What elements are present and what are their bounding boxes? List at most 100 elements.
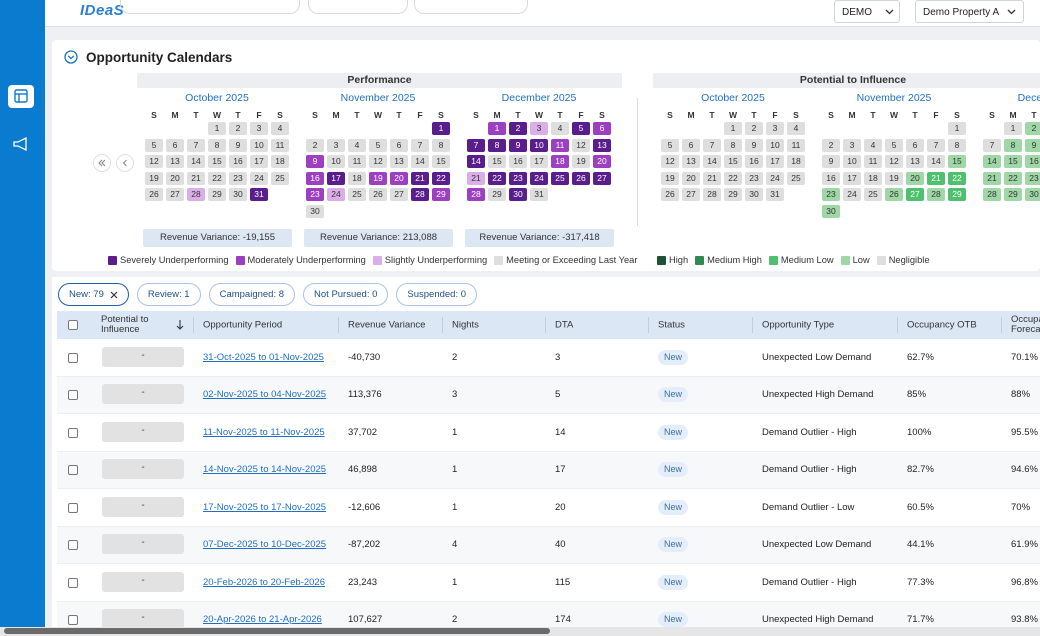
day-cell[interactable]: 1 <box>1004 122 1022 135</box>
day-cell[interactable]: 17 <box>250 155 268 169</box>
property-select[interactable]: Demo Property A <box>915 0 1024 23</box>
day-cell[interactable]: 13 <box>166 155 184 169</box>
day-cell[interactable]: 26 <box>145 188 163 202</box>
day-cell[interactable]: 3 <box>327 138 345 152</box>
day-cell[interactable]: 16 <box>1025 155 1040 169</box>
day-cell[interactable]: 28 <box>703 188 721 202</box>
day-cell[interactable]: 3 <box>250 122 268 135</box>
checkbox[interactable] <box>68 615 78 625</box>
column-header[interactable]: Occupancy OTB <box>907 319 977 331</box>
day-cell[interactable]: 21 <box>703 171 721 185</box>
day-cell[interactable]: 24 <box>250 171 268 185</box>
day-cell[interactable]: 13 <box>906 155 924 169</box>
day-cell[interactable]: 12 <box>885 155 903 169</box>
day-cell[interactable]: 9 <box>306 155 324 169</box>
day-cell[interactable]: 13 <box>390 155 408 169</box>
day-cell[interactable]: 29 <box>432 188 450 202</box>
day-cell[interactable]: 30 <box>306 205 324 218</box>
day-cell[interactable]: 17 <box>843 171 861 185</box>
day-cell[interactable]: 21 <box>187 171 205 185</box>
day-cell[interactable]: 26 <box>572 171 590 185</box>
checkbox[interactable] <box>68 320 78 330</box>
day-cell[interactable]: 23 <box>1025 171 1040 185</box>
day-cell[interactable]: 16 <box>306 171 324 185</box>
day-cell[interactable]: 15 <box>208 155 226 169</box>
checkbox[interactable] <box>68 502 78 513</box>
day-cell[interactable]: 7 <box>703 138 721 152</box>
day-cell[interactable]: 26 <box>885 188 903 202</box>
period-link[interactable]: 20-Feb-2026 to 20-Feb-2026 <box>203 576 325 588</box>
day-cell[interactable]: 7 <box>467 138 485 152</box>
day-cell[interactable]: 28 <box>411 188 429 202</box>
day-cell[interactable]: 9 <box>509 138 527 152</box>
day-cell[interactable]: 16 <box>822 171 840 185</box>
day-cell[interactable]: 12 <box>369 155 387 169</box>
day-cell[interactable]: 29 <box>724 188 742 202</box>
day-cell[interactable]: 10 <box>327 155 345 169</box>
day-cell[interactable]: 31 <box>766 188 784 202</box>
day-cell[interactable]: 16 <box>745 155 763 169</box>
day-cell[interactable]: 29 <box>948 188 966 202</box>
day-cell[interactable]: 19 <box>572 155 590 169</box>
day-cell[interactable]: 10 <box>530 138 548 152</box>
day-cell[interactable]: 13 <box>593 138 611 152</box>
day-cell[interactable]: 4 <box>787 122 805 135</box>
day-cell[interactable]: 11 <box>551 138 569 152</box>
day-cell[interactable]: 22 <box>948 171 966 185</box>
day-cell[interactable]: 29 <box>1004 188 1022 202</box>
day-cell[interactable]: 5 <box>145 138 163 152</box>
day-cell[interactable]: 18 <box>551 155 569 169</box>
day-cell[interactable]: 10 <box>843 155 861 169</box>
filter-chip[interactable]: New: 79 <box>58 283 129 306</box>
day-cell[interactable]: 2 <box>509 122 527 135</box>
day-cell[interactable]: 1 <box>724 122 742 135</box>
day-cell[interactable]: 24 <box>327 188 345 202</box>
day-cell[interactable]: 17 <box>530 155 548 169</box>
day-cell[interactable]: 28 <box>467 188 485 202</box>
day-cell[interactable]: 8 <box>948 138 966 152</box>
nav-prev[interactable] <box>116 154 134 172</box>
day-cell[interactable]: 17 <box>327 171 345 185</box>
day-cell[interactable]: 20 <box>593 155 611 169</box>
day-cell[interactable]: 28 <box>927 188 945 202</box>
column-header[interactable]: Nights <box>452 319 479 331</box>
day-cell[interactable]: 23 <box>745 171 763 185</box>
day-cell[interactable]: 16 <box>509 155 527 169</box>
filter-chip[interactable]: Campaigned: 8 <box>208 283 296 306</box>
day-cell[interactable]: 7 <box>983 138 1001 152</box>
column-header[interactable]: Occupancy Forecast <box>1011 314 1040 335</box>
day-cell[interactable]: 21 <box>411 171 429 185</box>
day-cell[interactable]: 6 <box>593 122 611 135</box>
day-cell[interactable]: 25 <box>864 188 882 202</box>
day-cell[interactable]: 1 <box>948 122 966 135</box>
day-cell[interactable]: 2 <box>822 138 840 152</box>
filter-chip[interactable]: Suspended: 0 <box>396 283 478 306</box>
day-cell[interactable]: 25 <box>348 188 366 202</box>
day-cell[interactable]: 27 <box>593 171 611 185</box>
day-cell[interactable]: 12 <box>145 155 163 169</box>
day-cell[interactable]: 14 <box>703 155 721 169</box>
day-cell[interactable]: 15 <box>948 155 966 169</box>
scrollbar-thumb[interactable] <box>4 628 550 634</box>
checkbox[interactable] <box>68 390 78 400</box>
day-cell[interactable]: 27 <box>390 188 408 202</box>
day-cell[interactable]: 30 <box>1025 188 1040 202</box>
day-cell[interactable]: 19 <box>145 171 163 185</box>
day-cell[interactable]: 8 <box>488 138 506 152</box>
day-cell[interactable]: 27 <box>906 188 924 202</box>
day-cell[interactable]: 6 <box>390 138 408 152</box>
period-link[interactable]: 14-Nov-2025 to 14-Nov-2025 <box>203 464 327 475</box>
day-cell[interactable]: 24 <box>530 171 548 185</box>
day-cell[interactable]: 11 <box>864 155 882 169</box>
day-cell[interactable]: 5 <box>572 122 590 135</box>
day-cell[interactable]: 24 <box>843 188 861 202</box>
day-cell[interactable]: 8 <box>1004 138 1022 152</box>
day-cell[interactable]: 8 <box>208 138 226 152</box>
day-cell[interactable]: 22 <box>432 171 450 185</box>
day-cell[interactable]: 25 <box>271 171 289 185</box>
nav-first[interactable] <box>93 154 111 172</box>
day-cell[interactable]: 11 <box>348 155 366 169</box>
column-header[interactable]: Opportunity Type <box>762 319 835 331</box>
day-cell[interactable]: 29 <box>208 188 226 202</box>
column-header[interactable]: Revenue Variance <box>348 319 426 331</box>
